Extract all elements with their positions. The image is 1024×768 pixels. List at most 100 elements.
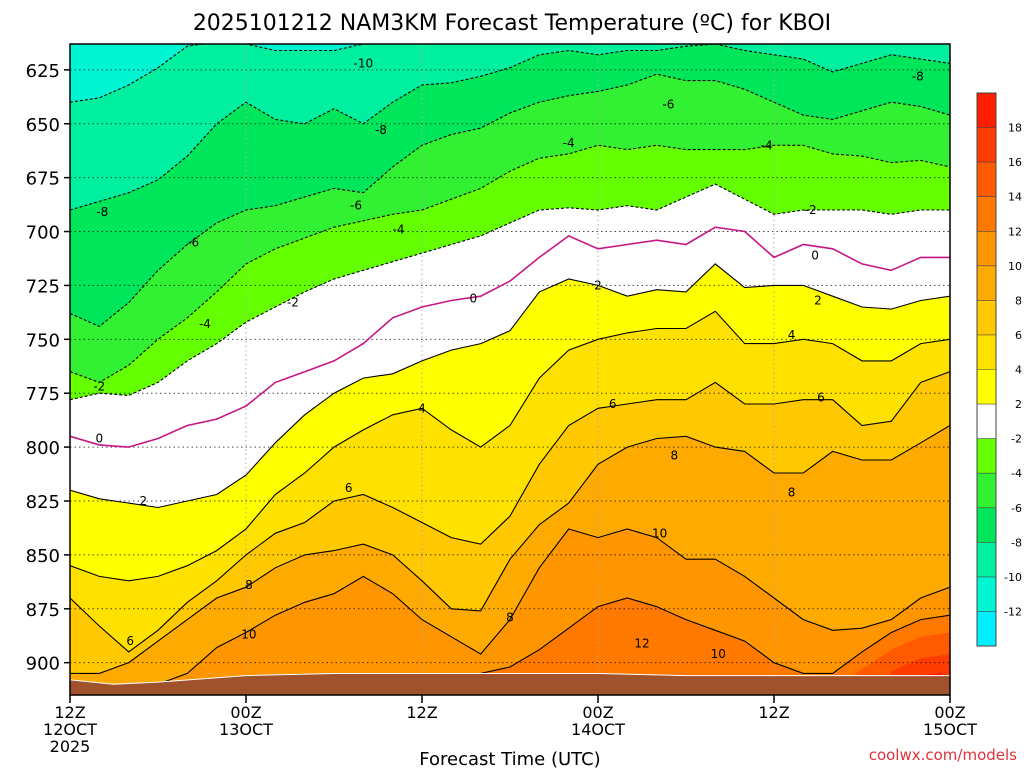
isotherm-label: -8 (912, 69, 924, 83)
isotherm-label: 0 (96, 431, 104, 445)
legend-swatch (977, 576, 996, 612)
y-tick-label: 900 (26, 654, 60, 675)
isotherm-label: 2 (594, 278, 602, 292)
isotherm-line--8 (70, 44, 950, 211)
isotherm-label: -8 (375, 123, 387, 137)
y-tick-label: 700 (26, 223, 60, 244)
isotherm-label: -8 (96, 205, 108, 219)
legend-label: -4 (1011, 467, 1022, 480)
legend-swatch (977, 542, 996, 578)
legend-swatch (977, 404, 996, 440)
isotherm-label: 0 (811, 248, 819, 262)
isotherm-label: 8 (788, 485, 796, 499)
band-fill-12 (70, 598, 950, 695)
isotherm-label: -6 (350, 199, 362, 213)
isotherm-label: 8 (245, 578, 253, 592)
grid-lines (70, 44, 950, 695)
y-tick-label: 675 (26, 169, 60, 190)
isotherm-line--2 (70, 183, 950, 401)
isotherm-label: 6 (345, 481, 353, 495)
legend-swatch (977, 196, 996, 232)
legend-label: -8 (1011, 536, 1022, 549)
legend-swatch (977, 611, 996, 647)
legend-swatch (977, 93, 996, 128)
y-tick-label: 800 (26, 438, 60, 459)
y-tick-label: 875 (26, 600, 60, 621)
isotherm-label: -6 (187, 235, 199, 249)
isotherm-line--6 (70, 73, 950, 328)
isotherm-label: -2 (805, 203, 817, 217)
isotherm-label: -2 (93, 380, 105, 394)
x-tick-label: 00Z (582, 703, 613, 722)
x-tick-label: 00Z (934, 703, 965, 722)
y-tick-label: 725 (26, 276, 60, 297)
legend-swatch (977, 473, 996, 509)
isotherm-line-10 (70, 528, 950, 695)
legend-swatch (977, 438, 996, 474)
isotherm-line-4 (70, 310, 950, 582)
x-tick-label: 12Z (54, 703, 85, 722)
x-axis-label: Forecast Time (UTC) (419, 749, 600, 768)
legend-label: 4 (1015, 364, 1022, 377)
legend-label: 8 (1015, 294, 1022, 307)
isotherm-label: 6 (126, 634, 134, 648)
isotherm-label: 10 (241, 628, 256, 642)
legend-swatch (977, 265, 996, 301)
legend-label: 12 (1008, 225, 1022, 238)
isotherm-label: -4 (761, 138, 773, 152)
isotherm-line-6 (70, 371, 950, 653)
isotherm-lines (70, 44, 950, 695)
chart-title: 2025101212 NAM3KM Forecast Temperature (… (193, 11, 831, 36)
legend-swatch (977, 231, 996, 267)
isotherm-label: 6 (817, 391, 825, 405)
x-tick-label: 15OCT (923, 720, 977, 739)
legend-swatch (977, 162, 996, 198)
isotherm-line--4 (70, 144, 950, 384)
y-axis-pressure: 625 650 675 700 725 750 775 800 825 850 875 900 (26, 61, 70, 675)
isotherm-label: 12 (634, 636, 649, 650)
legend-label: 18 (1008, 122, 1022, 135)
x-tick-label: 00Z (230, 703, 261, 722)
legend-label: -6 (1011, 502, 1022, 515)
legend-swatch (977, 334, 996, 370)
x-tick-label: 13OCT (219, 720, 273, 739)
isotherm-label: -4 (393, 222, 405, 236)
isotherm-labels: -10 -8 -8 -8 -6 -6 -6 -4 -4 -4 -4 -2 -2 -2 0 0 0 2 2 2 4 4 6 6 6… (93, 56, 923, 661)
isotherm-label: 8 (670, 449, 678, 463)
isotherm-label: 10 (711, 647, 726, 661)
isotherm-label: 2 (814, 294, 822, 308)
y-tick-label: 625 (26, 61, 60, 82)
x-tick-label: 12OCT (43, 720, 97, 739)
isotherm-line-0 (70, 226, 950, 448)
y-tick-label: 825 (26, 492, 60, 513)
plot-frame (69, 43, 951, 696)
legend-label: -2 (1011, 433, 1022, 446)
isotherm-label: 8 (506, 610, 514, 624)
isotherm-label: 4 (418, 401, 426, 415)
terrain-fill (70, 672, 950, 695)
y-tick-label: 775 (26, 384, 60, 405)
x-tick-label: 12Z (406, 703, 437, 722)
legend-label: 16 (1008, 156, 1022, 169)
color-legend: 18 16 14 12 10 8 6 4 2 -2 -4 -6 -8 -10 -12 (976, 92, 1022, 647)
legend-swatch (977, 369, 996, 405)
isotherm-label: -4 (199, 317, 211, 331)
legend-swatch (977, 507, 996, 543)
y-tick-label: 750 (26, 330, 60, 351)
isotherm-label: 2 (140, 494, 148, 508)
x-tick-label: 12Z (758, 703, 789, 722)
y-tick-label: 850 (26, 546, 60, 567)
terrain-ground (70, 672, 950, 695)
y-tick-label: 650 (26, 115, 60, 136)
isotherm-line-2 (70, 263, 950, 509)
isotherm-line-8 (70, 425, 950, 674)
isotherm-label: -4 (563, 136, 575, 150)
credit-text: coolwx.com/models (869, 746, 1017, 764)
legend-label: 6 (1015, 329, 1022, 342)
legend-swatch (977, 300, 996, 336)
x-tick-label: 14OCT (571, 720, 625, 739)
isotherm-label: 0 (470, 291, 478, 305)
isotherm-label: 10 (652, 526, 667, 540)
